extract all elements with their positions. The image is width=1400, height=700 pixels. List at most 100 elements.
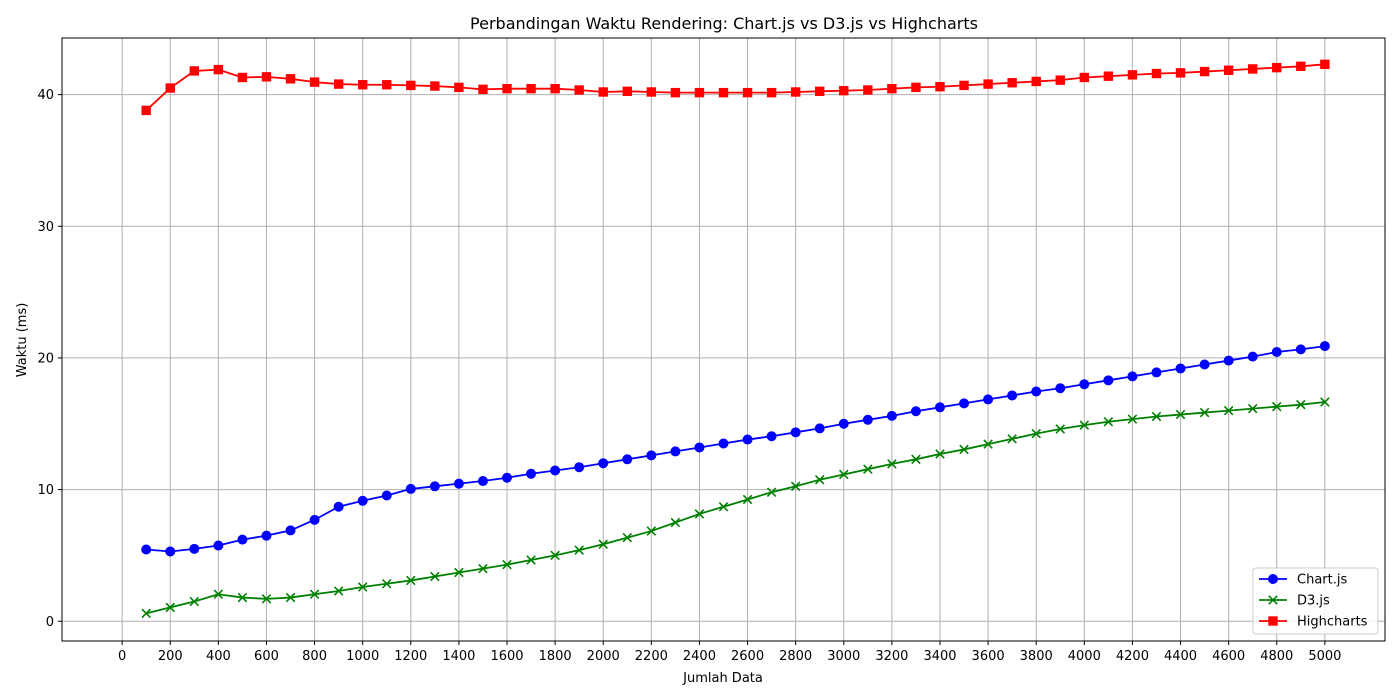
data-point — [406, 575, 416, 586]
data-point — [839, 85, 849, 96]
data-point — [1007, 390, 1018, 401]
data-point — [453, 478, 464, 489]
data-point — [1127, 371, 1138, 382]
x-tick-label: 2400 — [683, 649, 716, 664]
data-point — [983, 394, 994, 405]
x-tick-label: 3200 — [875, 649, 908, 664]
data-point — [333, 586, 344, 596]
x-tick-label: 5000 — [1308, 649, 1341, 664]
legend-label: Highcharts — [1297, 615, 1368, 630]
x-tick-label: 1600 — [490, 649, 523, 664]
data-point — [406, 80, 416, 91]
data-point — [598, 458, 609, 469]
data-point — [1103, 71, 1114, 81]
data-point — [285, 74, 296, 84]
data-point — [261, 530, 272, 541]
data-point — [309, 514, 320, 525]
data-point — [742, 87, 753, 98]
x-tick-label: 3600 — [972, 649, 1005, 664]
data-point — [598, 87, 608, 97]
data-point — [887, 459, 897, 469]
data-point — [670, 87, 681, 98]
data-point — [1296, 399, 1306, 410]
y-tick-label: 10 — [37, 483, 54, 498]
data-point — [165, 83, 175, 93]
data-point — [189, 596, 200, 607]
data-point — [357, 80, 368, 90]
data-point — [550, 550, 560, 561]
data-point — [454, 82, 464, 93]
y-tick-label: 20 — [37, 351, 54, 366]
data-point — [622, 454, 633, 465]
x-tick-label: 3000 — [827, 649, 860, 664]
chart-title: Perbandingan Waktu Rendering: Chart.js v… — [470, 14, 978, 33]
data-point — [1296, 61, 1306, 72]
y-axis-label: Waktu (ms) — [15, 303, 30, 378]
data-point — [887, 83, 897, 94]
data-point — [165, 546, 176, 557]
data-point — [1007, 78, 1017, 88]
data-point — [1272, 62, 1282, 73]
data-point — [141, 608, 151, 619]
data-point — [1031, 76, 1041, 87]
x-tick-label: 3400 — [923, 649, 956, 664]
data-point — [814, 474, 825, 485]
data-point — [550, 83, 560, 94]
data-point — [790, 87, 801, 97]
x-tick-label: 600 — [254, 649, 279, 664]
data-point — [502, 83, 512, 94]
data-point — [1199, 407, 1210, 418]
data-point — [935, 82, 945, 92]
data-point — [478, 563, 488, 574]
x-tick-label: 1800 — [539, 649, 572, 664]
series-d3-js — [141, 397, 1330, 619]
data-point — [598, 539, 608, 549]
data-point — [1079, 379, 1090, 390]
data-point — [141, 544, 152, 555]
data-point — [1055, 383, 1066, 394]
data-point — [574, 462, 585, 473]
data-point — [1223, 355, 1234, 366]
data-point — [1127, 414, 1138, 424]
x-tick-label: 2000 — [587, 649, 620, 664]
data-point — [574, 85, 584, 95]
data-point — [454, 567, 464, 578]
data-point — [550, 465, 561, 476]
grid-lines — [62, 38, 1385, 641]
x-tick-label: 400 — [206, 649, 231, 664]
data-point — [983, 79, 993, 89]
data-point — [1223, 405, 1234, 416]
x-tick-label: 1400 — [442, 649, 475, 664]
data-point — [1199, 359, 1210, 370]
data-point — [910, 406, 921, 417]
data-point — [1199, 66, 1210, 77]
data-point — [1007, 434, 1017, 444]
data-point — [1271, 347, 1282, 358]
data-point — [815, 86, 825, 97]
data-point — [934, 402, 945, 413]
data-point — [574, 545, 584, 555]
data-point — [429, 481, 440, 492]
data-point — [911, 82, 921, 93]
data-point — [646, 87, 657, 97]
data-point — [718, 438, 729, 449]
data-point — [694, 87, 705, 98]
data-point — [863, 464, 873, 474]
data-point — [309, 77, 320, 87]
x-tick-label: 1200 — [394, 649, 427, 664]
x-tick-label: 2600 — [731, 649, 764, 664]
data-point — [718, 501, 729, 512]
data-point — [1271, 401, 1282, 412]
data-point — [382, 80, 392, 90]
data-point — [742, 494, 753, 505]
legend-marker — [1268, 595, 1278, 605]
data-point — [839, 469, 849, 480]
data-point — [790, 481, 801, 492]
data-point — [430, 81, 440, 91]
x-tick-label: 3800 — [1020, 649, 1053, 664]
x-tick-label: 4000 — [1068, 649, 1101, 664]
data-point — [381, 490, 392, 501]
data-point — [285, 592, 296, 603]
data-point — [935, 449, 945, 459]
